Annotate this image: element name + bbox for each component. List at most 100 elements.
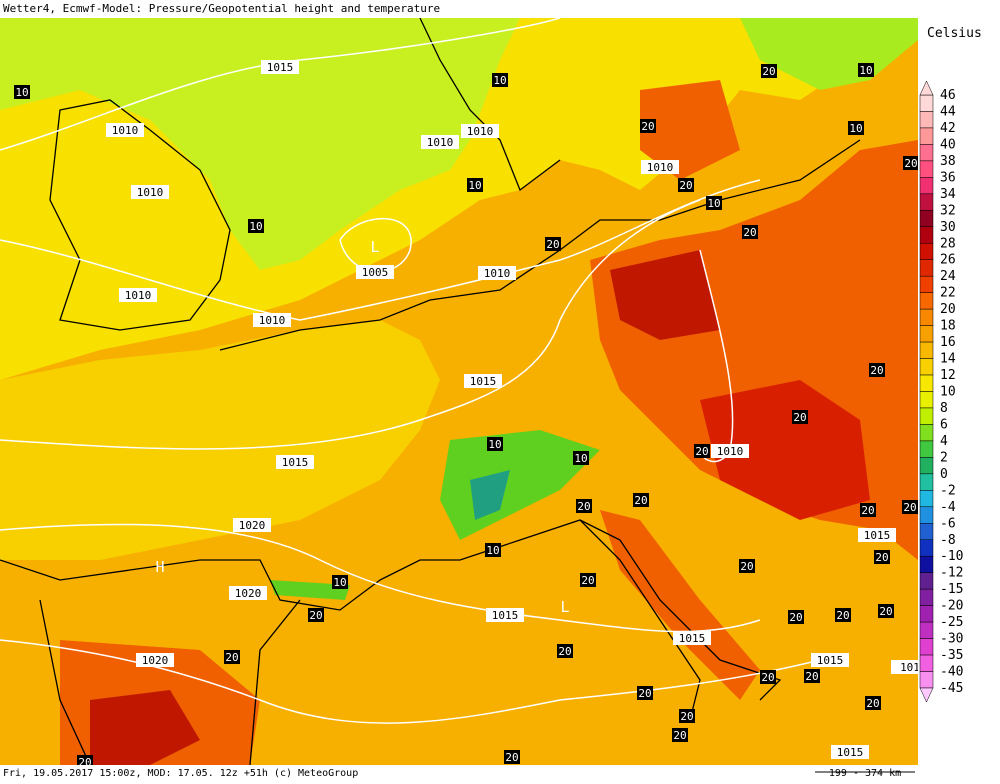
temp-label-box [742,225,758,239]
isobar-label: 1015 [267,61,294,74]
legend-swatch [919,341,934,359]
temp-label: 10 [333,576,346,589]
temp-label-box [739,559,755,573]
legend-label: -45 [940,681,963,696]
isobar-label: 1010 [259,314,286,327]
isobar-label: 1020 [239,519,266,532]
isobar-label: 1010 [647,161,674,174]
legend-label: -40 [940,665,963,680]
temp-label-box [706,196,722,210]
temp-label: 10 [488,438,501,451]
temp-label: 10 [859,64,872,77]
temp-label-box [858,63,874,77]
isobar-label-box [461,124,499,138]
temp-label-box [672,728,688,742]
legend-swatch [919,457,934,475]
temp-label-box [903,156,919,170]
legend-swatch [919,374,934,392]
temp-label: 10 [468,179,481,192]
isobar-label-box [131,185,169,199]
isobar-label: 1010 [125,289,152,302]
legend-label: 22 [940,286,956,301]
legend-label: -8 [940,533,956,548]
isobar-label-box [261,60,299,74]
temp-label: 20 [673,729,686,742]
temp-label: 20 [577,500,590,513]
temp-label: 10 [15,86,28,99]
temp-label-box [761,64,777,78]
isobar-label-box [831,745,869,759]
isobar-label-box [421,135,459,149]
legend-swatch [919,539,934,557]
temp-label: 20 [641,120,654,133]
title: Wetter4, Ecmwf-Model: Pressure/Geopotent… [3,2,440,15]
legend-swatch [919,407,934,425]
temp-label: 20 [879,605,892,618]
temp-label-box [678,178,694,192]
legend-label: -2 [940,483,956,498]
temp-label-box [835,608,851,622]
temp-label-box [487,437,503,451]
isobar-label: 1020 [142,654,169,667]
legend-swatch [919,440,934,458]
isobar-label-box [106,123,144,137]
temp-label: 20 [309,609,322,622]
temp-label-box [874,550,890,564]
isobar-label: 1005 [362,266,389,279]
temp-label-box [467,178,483,192]
pressure-center: H [155,558,164,576]
temp-label: 20 [558,645,571,658]
legend-swatch [919,226,934,244]
temp-label-box [869,363,885,377]
legend-arrow-top [919,80,934,96]
legend-swatch [919,144,934,162]
legend-label: 34 [940,187,956,202]
temp-label-box [640,119,656,133]
warm-scandinavia [640,80,740,180]
legend-swatch [919,243,934,260]
hot-iberia [90,690,200,765]
temp-label: 20 [805,670,818,683]
temp-label: 20 [836,609,849,622]
isobar-label: 1010 [484,267,511,280]
temp-label-box [788,610,804,624]
temp-label: 10 [249,220,262,233]
isobar-label: 1010 [112,124,139,137]
isobar-label-box [253,313,291,327]
pressure-center: L [370,238,379,256]
legend-swatch [919,210,934,228]
temp-label: 20 [743,226,756,239]
legend-label: 18 [940,319,956,334]
temp-label: 20 [546,238,559,251]
isobar-label: 1010 [467,125,494,138]
warm-italy [600,510,760,700]
legend-label: -6 [940,516,956,531]
legend-label: 26 [940,253,956,268]
temp-label: 20 [870,364,883,377]
legend-label: 10 [940,385,956,400]
temp-label-box [485,543,501,557]
pyrenees-cool [270,580,350,600]
isobar-label: 1015 [679,632,706,645]
isobar-label-box [811,653,849,667]
temp-label: 20 [740,560,753,573]
isobar-label: 1010 [717,445,744,458]
legend-swatch [919,127,934,145]
temp-label-box [865,696,881,710]
legend-label: 44 [940,104,956,119]
legend-label: 24 [940,269,956,284]
temp-label: 10 [849,122,862,135]
legend-swatch [919,292,934,310]
isobar [0,179,761,321]
isobar-label-box [478,266,516,280]
legend-swatch [919,259,934,277]
coast-iberia [39,599,301,766]
temp-label-box [576,499,592,513]
legend: 4644424038363432302826242220181614121086… [919,80,963,703]
header-bar [0,0,1000,18]
legend-swatch [919,473,934,491]
isobar-label-box [641,160,679,174]
temp-label-box [580,573,596,587]
legend-swatch [919,275,934,293]
